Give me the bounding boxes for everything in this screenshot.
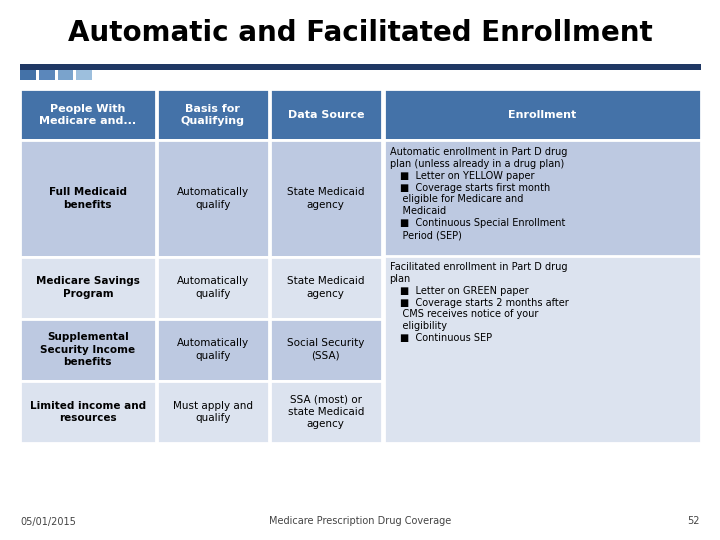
Bar	[384, 256, 701, 443]
Bar	[270, 140, 382, 256]
Bar	[384, 140, 701, 256]
Bar	[270, 381, 382, 443]
Text: eligible for Medicare and: eligible for Medicare and	[390, 194, 523, 205]
Bar	[270, 256, 382, 319]
Bar	[20, 140, 156, 256]
Text: Supplemental
Security Income
benefits: Supplemental Security Income benefits	[40, 332, 135, 367]
Bar	[58, 70, 73, 80]
Text: Automatically
qualify: Automatically qualify	[176, 276, 249, 299]
Bar	[20, 89, 156, 140]
Text: Medicare Savings
Program: Medicare Savings Program	[36, 276, 140, 299]
Text: plan (unless already in a drug plan): plan (unless already in a drug plan)	[390, 159, 564, 169]
Text: eligibility: eligibility	[390, 321, 446, 332]
Bar	[157, 256, 269, 319]
Bar	[157, 89, 269, 140]
Text: Basis for
Qualifying: Basis for Qualifying	[181, 104, 245, 126]
Text: Automatic enrollment in Part D drug: Automatic enrollment in Part D drug	[390, 147, 567, 157]
Text: Limited income and
resources: Limited income and resources	[30, 401, 146, 423]
Text: ■  Coverage starts 2 months after: ■ Coverage starts 2 months after	[400, 298, 569, 308]
Text: State Medicaid
agency: State Medicaid agency	[287, 276, 364, 299]
Text: Period (SEP): Period (SEP)	[390, 230, 462, 240]
Bar	[20, 64, 701, 70]
Text: SSA (most) or
state Medicaid
agency: SSA (most) or state Medicaid agency	[287, 394, 364, 429]
Text: Facilitated enrollment in Part D drug: Facilitated enrollment in Part D drug	[390, 262, 567, 272]
Bar	[270, 89, 382, 140]
Bar	[157, 140, 269, 256]
Text: ■  Coverage starts first month: ■ Coverage starts first month	[400, 183, 551, 193]
Bar	[20, 381, 156, 443]
Text: Data Source: Data Source	[287, 110, 364, 120]
Bar	[270, 319, 382, 381]
Text: Enrollment: Enrollment	[508, 110, 576, 120]
Text: Medicaid: Medicaid	[390, 206, 446, 217]
Text: State Medicaid
agency: State Medicaid agency	[287, 187, 364, 210]
Text: CMS receives notice of your: CMS receives notice of your	[390, 309, 538, 320]
Text: 05/01/2015: 05/01/2015	[20, 516, 76, 526]
Bar	[20, 70, 36, 80]
Text: ■  Letter on YELLOW paper: ■ Letter on YELLOW paper	[400, 171, 535, 181]
Text: Automatic and Facilitated Enrollment: Automatic and Facilitated Enrollment	[68, 19, 652, 47]
Text: plan: plan	[390, 274, 411, 284]
Bar	[20, 256, 156, 319]
Bar	[76, 70, 92, 80]
Text: Full Medicaid
benefits: Full Medicaid benefits	[49, 187, 127, 210]
Text: 52: 52	[688, 516, 700, 526]
Text: Automatically
qualify: Automatically qualify	[176, 187, 249, 210]
Text: ■  Continuous Special Enrollment: ■ Continuous Special Enrollment	[400, 218, 566, 228]
Bar	[384, 89, 701, 140]
Text: Medicare Prescription Drug Coverage: Medicare Prescription Drug Coverage	[269, 516, 451, 526]
Text: ■  Continuous SEP: ■ Continuous SEP	[400, 333, 492, 343]
Text: Automatically
qualify: Automatically qualify	[176, 339, 249, 361]
Bar	[39, 70, 55, 80]
Bar	[157, 381, 269, 443]
Text: Must apply and
qualify: Must apply and qualify	[173, 401, 253, 423]
Text: Social Security
(SSA): Social Security (SSA)	[287, 339, 364, 361]
Bar	[20, 319, 156, 381]
Bar	[157, 319, 269, 381]
Text: ■  Letter on GREEN paper: ■ Letter on GREEN paper	[400, 286, 529, 296]
Text: People With
Medicare and...: People With Medicare and...	[40, 104, 136, 126]
